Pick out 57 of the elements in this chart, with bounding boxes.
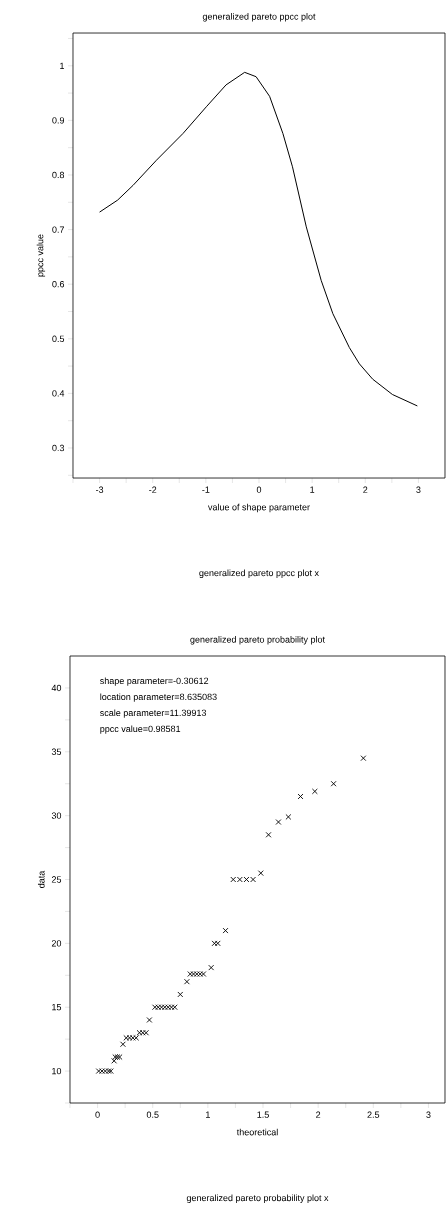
point [177, 991, 184, 998]
y-axis-title: data [37, 870, 45, 888]
point [330, 780, 337, 787]
x-tick-label: -1 [202, 486, 210, 493]
y-tick-label: 0.9 [52, 117, 65, 124]
x-tick-label: 2 [363, 486, 368, 493]
x-tick-label: 0 [256, 486, 262, 493]
annotation: location parameter=8.635083 [100, 693, 217, 702]
y-tick-label: 0.4 [52, 390, 65, 397]
x-tick-label: 2 [316, 1111, 321, 1118]
y-tick-label: 0.3 [52, 444, 65, 452]
point [214, 940, 221, 947]
point [311, 788, 318, 795]
point [257, 870, 264, 877]
point [211, 940, 218, 947]
text: generalized pareto ppcc plot x [199, 569, 319, 578]
x-tick-label: 2.5 [367, 1111, 380, 1118]
y-tick-label: 40 [51, 684, 62, 692]
point [360, 755, 367, 762]
chart-title: generalized pareto ppcc plot [202, 13, 316, 22]
annotation: scale parameter=11.39913 [100, 709, 207, 718]
x-tick-label: -3 [95, 486, 104, 493]
x-axis-title: value of shape parameter [207, 503, 310, 513]
text: generalized pareto probability plot x [186, 1194, 329, 1203]
point [183, 978, 190, 985]
point [285, 814, 292, 820]
y-tick-label: 0.6 [52, 280, 65, 288]
y-tick-label: 10 [52, 1067, 62, 1075]
x-tick-label: -2 [149, 486, 157, 493]
y-tick-label: 30 [51, 812, 62, 819]
y-tick-label: 0.8 [52, 171, 65, 179]
point [208, 964, 215, 971]
point [222, 927, 229, 934]
y-axis-title: ppcc value [36, 234, 46, 277]
x-tick-label: 3 [416, 486, 421, 493]
annotation: shape parameter=-0.30612 [100, 677, 209, 686]
point [275, 819, 282, 825]
line-series [99, 71, 418, 407]
annotation: ppcc value=0.98581 [100, 725, 181, 734]
y-tick-label: 0.7 [52, 226, 65, 233]
point [265, 831, 272, 838]
x-tick-label: 1 [310, 486, 315, 493]
y-tick-label: 25 [51, 876, 62, 883]
y-tick-label: 1 [60, 62, 65, 69]
y-tick-label: 20 [51, 940, 62, 947]
x-tick-label: 1 [206, 1111, 210, 1118]
x-tick-label: 1.5 [257, 1111, 269, 1118]
y-tick-label: 35 [51, 748, 62, 755]
point [146, 1017, 153, 1023]
y-tick-label: 0.5 [52, 335, 65, 342]
x-tick-label: 0 [95, 1111, 100, 1118]
chart-title: generalized pareto probability plot [190, 636, 325, 645]
x-tick-label: 3 [426, 1111, 431, 1118]
y-tick-label: 15 [52, 1004, 62, 1011]
x-tick-label: 0.5 [146, 1111, 159, 1118]
x-axis-title: theoretical [236, 1128, 278, 1136]
point [120, 1041, 126, 1048]
